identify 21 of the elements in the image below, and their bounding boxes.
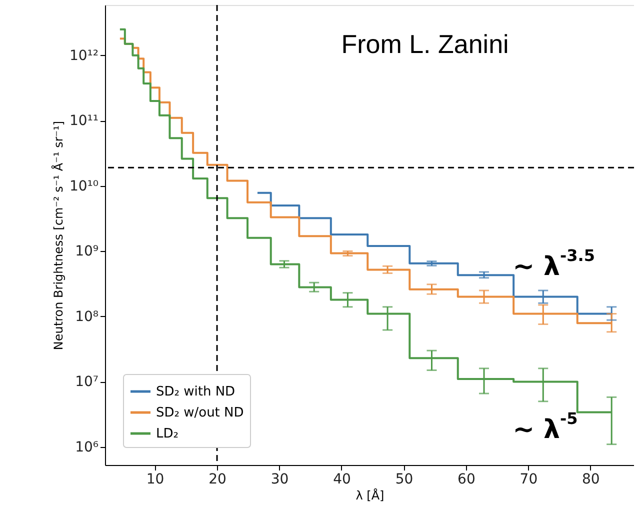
x-tick-label: 70 bbox=[520, 472, 538, 488]
y-tick-label: 10⁷ bbox=[75, 374, 98, 390]
y-tick-label: 10¹⁰ bbox=[69, 178, 99, 194]
x-tick-label: 30 bbox=[270, 472, 289, 488]
x-tick-label: 80 bbox=[582, 472, 600, 488]
x-tick-label: 50 bbox=[395, 472, 414, 488]
x-tick-label: 60 bbox=[458, 472, 476, 488]
x-axis-title: λ [Å] bbox=[356, 488, 384, 502]
y-tick-label: 10⁹ bbox=[75, 244, 99, 260]
legend-label: LD₂ bbox=[156, 426, 178, 442]
legend-label: SD₂ with ND bbox=[156, 384, 236, 400]
x-tick-label: 10 bbox=[146, 472, 164, 488]
y-axis-title: Neutron Brightness [cm⁻² s⁻¹ Å⁻¹ sr⁻¹] bbox=[50, 120, 66, 350]
x-tick-label: 20 bbox=[208, 472, 226, 488]
x-tick-label: 40 bbox=[333, 472, 351, 488]
legend-label: SD₂ w/out ND bbox=[156, 406, 244, 420]
y-tick-label: 10¹² bbox=[69, 48, 98, 64]
annotation: From L. Zanini bbox=[341, 29, 509, 59]
y-tick-label: 10¹¹ bbox=[69, 113, 98, 130]
y-tick-label: 10⁶ bbox=[75, 440, 99, 456]
y-tick-label: 10⁸ bbox=[75, 308, 99, 325]
